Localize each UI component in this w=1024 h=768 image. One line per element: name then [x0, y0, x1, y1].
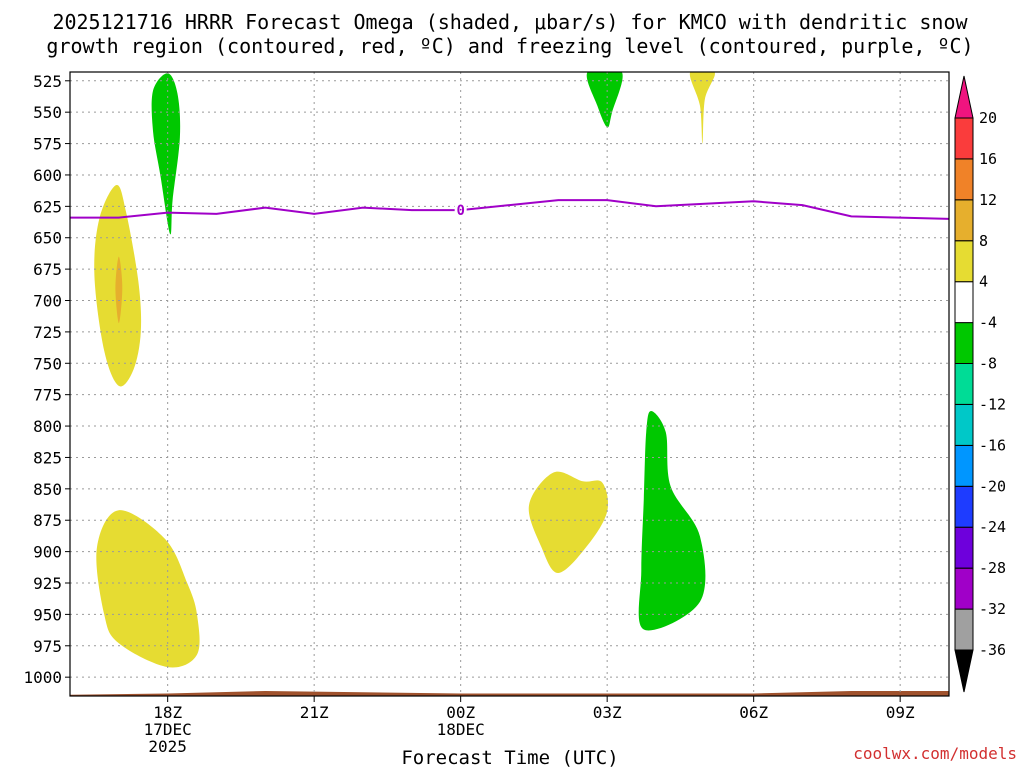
omega-shading: [94, 72, 715, 668]
y-tick-label-575: 575: [33, 135, 62, 154]
x-tick-label-0-2: 2025: [148, 737, 187, 756]
x-tick-label-0-1: 17DEC: [144, 720, 192, 739]
chart-title-line-1: 2025121716 HRRR Forecast Omega (shaded, …: [52, 10, 968, 34]
y-tick-label-725: 725: [33, 323, 62, 342]
omega-region-yellow-lobe-870mb: [528, 471, 609, 574]
omega-region-green-column-04z: [638, 411, 706, 631]
colorbar-segment-6: [954, 363, 974, 405]
y-tick-label-525: 525: [33, 72, 62, 91]
credit-text: coolwx.com/models: [853, 744, 1017, 763]
colorbar-segment-8: [954, 281, 974, 324]
plot-frame: [69, 71, 950, 697]
colorbar-label--12: -12: [979, 396, 1006, 414]
x-tick-label-3-0: 21Z: [300, 703, 329, 722]
x-tick-label-15-0: 09Z: [886, 703, 915, 722]
y-tick-label-550: 550: [33, 103, 62, 122]
omega-region-yellow-column-05z: [689, 72, 715, 144]
colorbar-label-8: 8: [979, 232, 988, 250]
colorbar-label-16: 16: [979, 150, 997, 168]
colorbar-label-12: 12: [979, 191, 997, 209]
colorbar-label--32: -32: [979, 600, 1006, 618]
colorbar-segment-7: [954, 322, 974, 365]
y-tick-label-975: 975: [33, 637, 62, 656]
colorbar-segment-2: [954, 526, 974, 569]
colorbar-label--20: -20: [979, 477, 1006, 495]
terrain-area: [70, 691, 949, 696]
x-tick-label-9-0: 03Z: [593, 703, 622, 722]
y-tick-label-850: 850: [33, 480, 62, 499]
colorbar-segment-3: [954, 485, 974, 528]
colorbar-label--16: -16: [979, 436, 1006, 454]
freezing-level-label: 0: [456, 203, 464, 219]
x-tick-label-6-1: 18DEC: [437, 720, 485, 739]
y-tick-label-650: 650: [33, 229, 62, 248]
terrain-fill: [70, 691, 949, 696]
y-tick-label-800: 800: [33, 417, 62, 436]
colorbar-segment-5: [954, 404, 974, 446]
x-axis-label: Forecast Time (UTC): [401, 747, 618, 768]
x-tick-label-0-0: 18Z: [153, 703, 182, 722]
colorbar-label--28: -28: [979, 559, 1006, 577]
y-tick-label-750: 750: [33, 354, 62, 373]
x-tick-label-12-0: 06Z: [739, 703, 768, 722]
grid-lines: [70, 72, 949, 696]
y-tick-label-700: 700: [33, 292, 62, 311]
colorbar-segment-0: [954, 608, 974, 651]
colorbar-label-20: 20: [979, 109, 997, 127]
colorbar-segment-10: [954, 199, 974, 242]
omega-region-green-column-03z: [586, 72, 623, 128]
y-tick-label-825: 825: [33, 448, 62, 467]
colorbar-segment-12: [954, 117, 974, 160]
y-tick-label-1000: 1000: [23, 668, 62, 687]
y-tick-label-950: 950: [33, 605, 62, 624]
chart-title-line-2: growth region (contoured, red, ºC) and f…: [46, 34, 973, 58]
colorbar-label--4: -4: [979, 314, 997, 332]
y-tick-label-900: 900: [33, 543, 62, 562]
freezing-level-contour: 0: [70, 199, 950, 220]
colorbar-label--24: -24: [979, 518, 1006, 536]
y-tick-label-875: 875: [33, 511, 62, 530]
y-tick-label-625: 625: [33, 197, 62, 216]
y-tick-label-600: 600: [33, 166, 62, 185]
colorbar: -36 -32 -28 -24 -20 -16 -12 -8 -4 4 8 12 16 20: [954, 75, 1006, 693]
omega-region-yellow-lobe-925mb: [96, 510, 200, 668]
colorbar-label-4: 4: [979, 273, 988, 291]
colorbar-segment-4: [954, 444, 974, 487]
colorbar-under-arrow: [954, 649, 974, 693]
x-tick-label-6-0: 00Z: [446, 703, 475, 722]
colorbar-label--36: -36: [979, 641, 1006, 659]
colorbar-label--8: -8: [979, 355, 997, 373]
colorbar-segment-11: [954, 158, 974, 201]
y-tick-label-775: 775: [33, 386, 62, 405]
y-axis: 525 550 575 600 625 650 675 700 725 750 775 800 825 8…: [23, 72, 70, 687]
colorbar-over-arrow: [954, 75, 974, 119]
omega-region-green-column-18z: [151, 73, 181, 235]
omega-region-orange-core-685mb: [115, 256, 123, 324]
freezing-level-line: [70, 199, 950, 220]
colorbar-segment-9: [954, 240, 974, 283]
contour-label-bg: [454, 202, 467, 219]
y-tick-label-925: 925: [33, 574, 62, 593]
y-tick-label-675: 675: [33, 260, 62, 279]
colorbar-segment-1: [954, 567, 974, 610]
